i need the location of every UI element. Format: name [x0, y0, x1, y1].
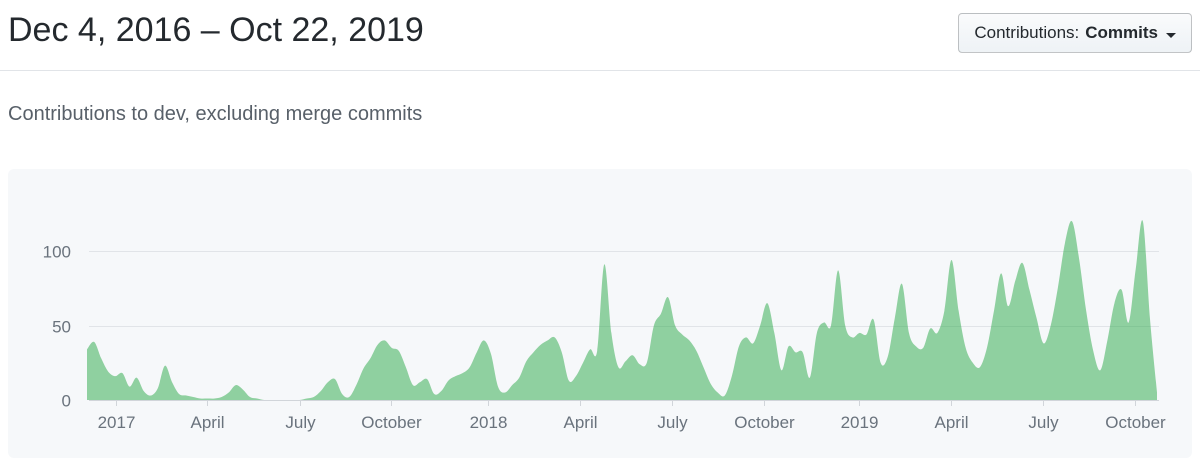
x-tick-label: April	[563, 413, 597, 432]
x-tick-label: 2017	[98, 413, 136, 432]
date-range-header: Dec 4, 2016 – Oct 22, 2019 Contributions…	[0, 0, 1200, 70]
x-tick-label: 2019	[841, 413, 879, 432]
x-tick-label: April	[190, 413, 224, 432]
x-tick-label: July	[1028, 413, 1059, 432]
x-tick-label: April	[934, 413, 968, 432]
dropdown-prefix-label: Contributions:	[974, 23, 1080, 42]
caret-down-icon	[1166, 32, 1176, 38]
x-tick-label: July	[657, 413, 688, 432]
commits-area-series	[87, 220, 1157, 400]
dropdown-selected-value: Commits	[1085, 23, 1158, 42]
x-tick-label: 2018	[470, 413, 508, 432]
header-divider	[0, 70, 1200, 71]
contributions-type-dropdown-button[interactable]: Contributions: Commits	[958, 13, 1192, 53]
x-tick-label: October	[1105, 413, 1166, 432]
chart-subtitle: Contributions to dev, excluding merge co…	[8, 103, 423, 125]
x-tick-label: July	[285, 413, 316, 432]
y-tick-label: 0	[62, 392, 71, 411]
y-tick-label: 100	[43, 243, 71, 262]
page-title: Dec 4, 2016 – Oct 22, 2019	[8, 11, 424, 49]
y-tick-label: 50	[52, 318, 71, 337]
x-tick-label: October	[734, 413, 795, 432]
commit-activity-chart-panel: 0 50 100 2017 April July October 2018 April July O…	[8, 169, 1192, 458]
commit-activity-svg: 0 50 100 2017 April July October 2018 April July O…	[43, 220, 1166, 432]
x-tick-label: October	[361, 413, 422, 432]
